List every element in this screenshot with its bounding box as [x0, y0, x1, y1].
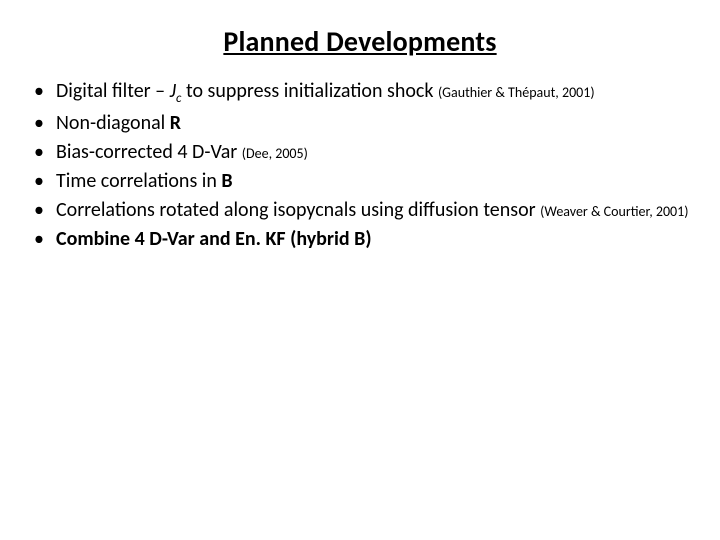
citation: (Weaver & Courtier, 2001) [540, 203, 688, 220]
bullet-digital-filter: Digital filter – Jc to suppress initiali… [28, 79, 692, 107]
bullet-combine: Combine 4 D-Var and En. KF (hybrid B) [28, 227, 692, 252]
matrix-r: R [170, 111, 181, 135]
bullet-text: Bias-corrected 4 D-Var [56, 140, 242, 164]
bullet-text-post: to suppress initialization shock [181, 79, 437, 103]
bullet-isopycnals: Correlations rotated along isopycnals us… [28, 198, 692, 223]
slide: Planned Developments Digital filter – Jc… [0, 0, 720, 540]
bullet-bias-corrected: Bias-corrected 4 D-Var (Dee, 2005) [28, 140, 692, 165]
page-title: Planned Developments [28, 24, 692, 59]
matrix-b: B [221, 169, 232, 193]
citation: (Gauthier & Thépaut, 2001) [438, 84, 595, 101]
bullet-text: Non-diagonal [56, 111, 170, 135]
citation: (Dee, 2005) [242, 145, 308, 162]
bullet-text: Digital filter – [56, 79, 170, 103]
bullet-list: Digital filter – Jc to suppress initiali… [28, 79, 692, 252]
bullet-text: Time correlations in [56, 169, 221, 193]
bullet-non-diagonal-r: Non-diagonal R [28, 111, 692, 136]
bullet-time-correlations: Time correlations in B [28, 169, 692, 194]
bullet-text-bold: Combine 4 D-Var and En. KF (hybrid B) [56, 227, 372, 251]
bullet-text: Correlations rotated along isopycnals us… [56, 198, 540, 222]
